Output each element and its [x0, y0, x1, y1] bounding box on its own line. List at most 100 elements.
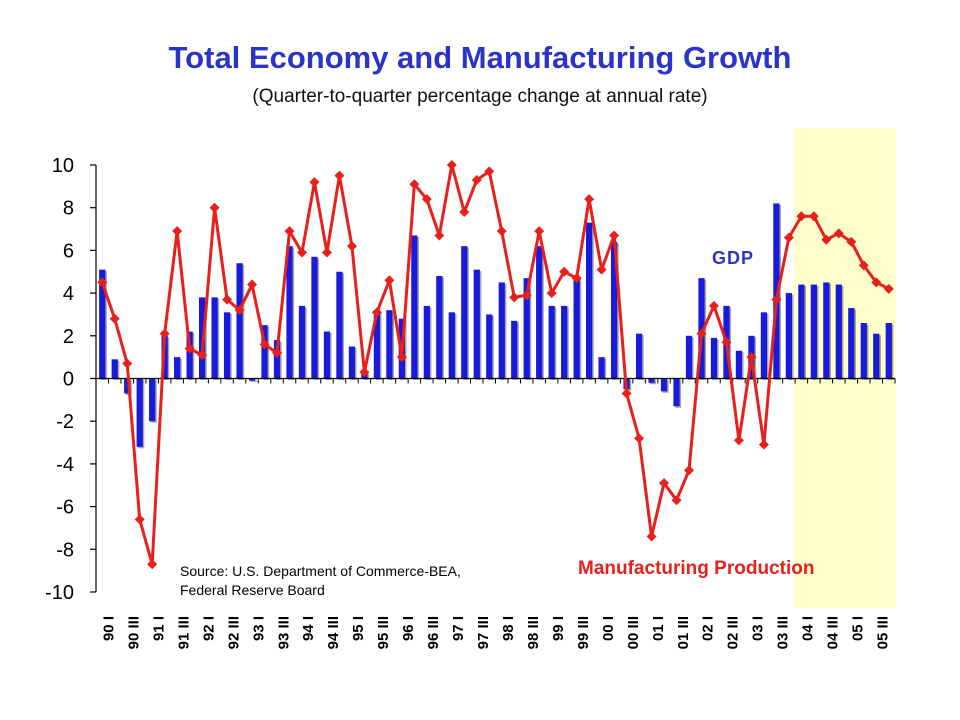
manufacturing-point	[671, 495, 682, 506]
x-tick-label: 98 I	[500, 616, 517, 641]
gdp-bar	[511, 320, 518, 379]
manufacturing-point	[883, 283, 894, 294]
y-tick-labels: 10 8 6 4 2 0 -2 -4 -6 -8 -10	[45, 155, 74, 604]
manufacturing-point	[534, 226, 545, 237]
manufacturing-point	[471, 174, 482, 185]
manufacturing-point	[421, 194, 432, 205]
manufacturing-point	[434, 230, 445, 241]
manufacturing-point	[209, 202, 220, 213]
y-tick-label: 2	[63, 326, 74, 348]
x-tick-label: 01 III	[675, 616, 692, 649]
x-tick-label: 92 III	[225, 616, 242, 649]
gdp-bar	[461, 246, 468, 379]
manufacturing-point	[172, 226, 183, 237]
gdp-bar	[323, 331, 331, 379]
x-tick-label: 90 I	[100, 616, 117, 641]
x-tick-label: 00 III	[625, 616, 642, 649]
gdp-bar	[423, 305, 430, 379]
manufacturing-line	[97, 160, 894, 570]
y-tick-label: -10	[45, 582, 74, 604]
y-tick-label: 6	[63, 240, 74, 262]
manufacturing-point	[546, 288, 557, 299]
gdp-bar	[561, 305, 568, 379]
gdp-bar	[586, 222, 593, 379]
manufacturing-point	[796, 211, 807, 222]
gdp-bar	[835, 284, 842, 379]
chart-subtitle: (Quarter-to-quarter percentage change at…	[252, 86, 708, 107]
manufacturing-point	[609, 230, 620, 241]
manufacturing-point	[409, 179, 420, 190]
manufacturing-point	[559, 266, 570, 277]
gdp-bar	[610, 241, 618, 379]
gdp-bar	[124, 378, 131, 394]
x-tick-label: 95 I	[350, 616, 367, 641]
manufacturing-point	[122, 358, 133, 369]
x-tick-label: 05 I	[850, 616, 867, 641]
x-tick-label: 95 III	[375, 616, 392, 649]
manufacturing-point	[833, 228, 844, 239]
gdp-bar	[710, 337, 718, 379]
gdp-bar	[286, 246, 293, 379]
gdp-bar	[673, 378, 680, 407]
x-tick-label: 96 III	[425, 616, 442, 649]
gdp-bar	[848, 308, 855, 379]
gdp-bar	[448, 312, 455, 379]
manufacturing-point	[496, 226, 507, 237]
manufacturing-point	[284, 226, 295, 237]
manufacturing-point	[584, 194, 595, 205]
gdp-bar	[273, 340, 281, 379]
gdp-bar	[548, 305, 555, 379]
gdp-bar	[223, 312, 231, 379]
source-note-line1: Source: U.S. Department of Commerce-BEA,	[180, 563, 461, 579]
x-tick-label: 04 I	[800, 616, 817, 641]
y-tick-label: -4	[56, 454, 74, 476]
manufacturing-point	[733, 435, 744, 446]
gdp-bar	[149, 378, 156, 422]
x-tick-label: 93 I	[250, 616, 267, 641]
gdp-bar	[698, 278, 705, 379]
gdp-bar	[99, 269, 106, 379]
manufacturing-point	[758, 439, 769, 450]
manufacturing-point	[396, 352, 407, 363]
manufacturing-point	[334, 170, 345, 181]
gdp-bar	[660, 378, 668, 392]
x-tick-labels: 90 I 90 III 91 I 91 III 92 I 92 III 93 I 93 III…	[100, 616, 891, 649]
manufacturing-point	[147, 559, 158, 570]
manufacturing-point	[634, 433, 645, 444]
manufacturing-point	[247, 279, 258, 290]
manufacturing-point	[359, 367, 370, 378]
x-tick-label: 97 III	[475, 616, 492, 649]
y-tick-label: 0	[63, 369, 74, 391]
y-tick-label: 4	[63, 283, 74, 305]
gdp-bar	[136, 378, 143, 447]
manufacturing-point	[272, 347, 283, 358]
gdp-bar	[760, 312, 768, 379]
manufacturing-point	[259, 339, 270, 350]
x-tick-label: 02 III	[725, 616, 742, 649]
manufacturing-point	[646, 531, 657, 542]
manufacturing-point	[296, 247, 307, 258]
gdp-bar	[411, 235, 418, 379]
chart-axes	[90, 164, 896, 593]
x-tick-label: 96 I	[400, 616, 417, 641]
gdp-bar	[473, 269, 480, 379]
manufacturing-point	[659, 478, 670, 489]
x-tick-label: 00 I	[600, 616, 617, 641]
gdp-bar	[773, 203, 780, 379]
manufacturing-point	[684, 465, 695, 476]
manufacturing-point	[346, 241, 357, 252]
y-tick-label: -2	[56, 411, 74, 433]
y-tick-label: 10	[52, 155, 74, 177]
x-tick-label: 92 I	[200, 616, 217, 641]
manufacturing-point	[871, 277, 882, 288]
gdp-bar	[311, 256, 318, 379]
manufacturing-point	[708, 300, 719, 311]
gdp-bar	[860, 322, 867, 379]
gdp-bar	[523, 278, 530, 379]
gdp-bar	[810, 284, 817, 379]
manufacturing-point	[321, 247, 332, 258]
gdp-bar	[873, 333, 880, 379]
gdp-bar	[174, 357, 181, 379]
manufacturing-point	[596, 264, 607, 275]
